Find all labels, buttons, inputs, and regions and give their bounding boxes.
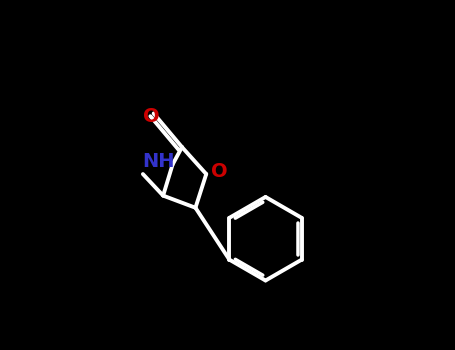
Text: NH: NH (142, 152, 175, 171)
Text: O: O (143, 107, 159, 126)
Text: O: O (211, 162, 228, 181)
